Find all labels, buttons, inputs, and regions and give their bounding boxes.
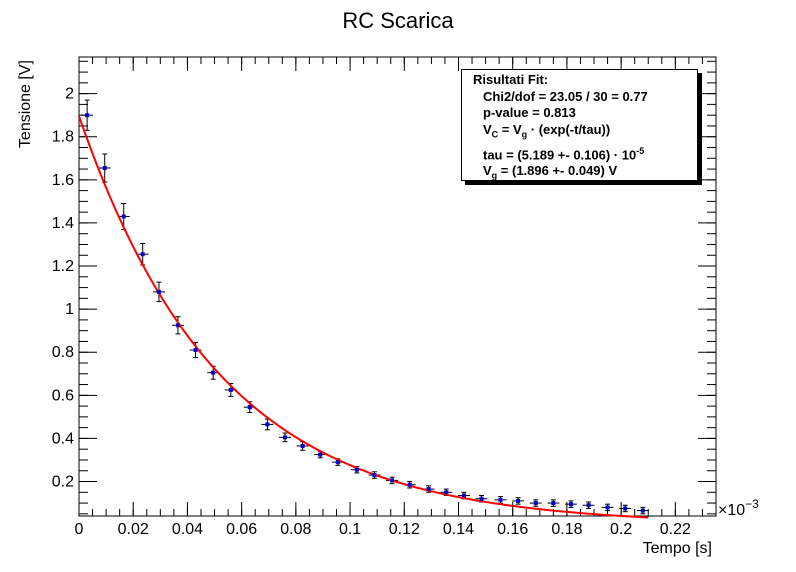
x-tick-label: 0.18	[551, 521, 582, 538]
data-point	[461, 493, 466, 498]
data-point	[354, 467, 359, 472]
y-axis-ticks	[79, 60, 716, 515]
data-point	[533, 501, 538, 506]
data-point	[193, 348, 198, 353]
y-tick-label: 0.6	[52, 387, 74, 404]
x-exponent-label: ×10−3	[718, 497, 759, 519]
data-point	[121, 214, 126, 219]
data-point	[265, 422, 270, 427]
fit-results-header: Risultati Fit:	[473, 72, 549, 87]
data-point	[247, 405, 252, 410]
data-point	[211, 370, 216, 375]
data-point	[444, 490, 449, 495]
data-point	[283, 435, 288, 440]
chart-title: RC Scarica	[342, 8, 454, 33]
data-point	[426, 487, 431, 492]
data-point	[498, 497, 503, 502]
y-tick-label: 1.8	[52, 129, 74, 146]
x-axis-tick-labels: 0 0.02 0.04 0.06 0.08 0.1 0.12 0.14 0.16 0.18 0.2 0…	[75, 521, 691, 538]
error-bar	[171, 316, 184, 335]
data-point	[586, 503, 591, 508]
data-point	[318, 452, 323, 457]
x-tick-label: 0.16	[497, 521, 528, 538]
data-point	[407, 482, 412, 487]
data-point	[228, 387, 233, 392]
data-point	[640, 508, 645, 513]
data-point	[516, 498, 521, 503]
x-tick-label: 0.14	[443, 521, 474, 538]
x-tick-label: 0	[75, 521, 84, 538]
data-point	[479, 496, 484, 501]
fit-vg: Vg = (1.896 +- 0.049) V	[483, 163, 618, 182]
data-point	[390, 478, 395, 483]
data-point	[102, 165, 107, 170]
data-point	[300, 443, 305, 448]
x-tick-label: 0.22	[660, 521, 691, 538]
x-tick-label: 0.08	[280, 521, 311, 538]
x-axis-title: Tempo [s]	[643, 540, 712, 557]
data-point	[605, 505, 610, 510]
data-point	[372, 473, 377, 478]
y-tick-label: 1.6	[52, 172, 74, 189]
fit-results-box: Risultati Fit: Chi2/dof = 23.05 / 30 = 0…	[461, 69, 698, 181]
y-tick-label: 1.2	[52, 258, 74, 275]
y-tick-label: 0.8	[52, 344, 74, 361]
data-point	[85, 113, 90, 118]
y-tick-label: 1	[65, 301, 74, 318]
y-tick-label: 2	[65, 86, 74, 103]
x-tick-label: 0.12	[389, 521, 420, 538]
data-point	[156, 289, 161, 294]
data-point	[175, 323, 180, 328]
fit-formula: VC = Vg · (exp(-t/tau))	[483, 121, 611, 140]
data-points	[85, 113, 645, 513]
y-tick-label: 1.4	[52, 215, 74, 232]
x-tick-label: 0.1	[339, 521, 361, 538]
y-axis-title: Tensione [V]	[17, 60, 34, 148]
plot-frame	[78, 56, 717, 517]
y-tick-label: 0.2	[52, 474, 74, 491]
y-axis-tick-labels: 0.2 0.4 0.6 0.8 1 1.2 1.4 1.6 1.8 2	[52, 86, 74, 491]
x-tick-label: 0.2	[610, 521, 632, 538]
data-point	[140, 252, 145, 257]
y-tick-label: 0.4	[52, 430, 74, 447]
data-point	[551, 501, 556, 506]
x-tick-label: 0.02	[118, 521, 149, 538]
x-tick-label: 0.06	[226, 521, 257, 538]
data-point	[335, 460, 340, 465]
fit-curve	[78, 115, 649, 519]
x-tick-label: 0.04	[172, 521, 203, 538]
fit-tau: tau = (5.189 +- 0.106) · 10-5	[483, 145, 645, 162]
data-point	[623, 506, 628, 511]
x-axis-ticks	[78, 57, 703, 516]
fit-chi2: Chi2/dof = 23.05 / 30 = 0.77	[483, 88, 648, 104]
data-point	[568, 502, 573, 507]
fit-pvalue: p-value = 0.813	[483, 105, 576, 120]
